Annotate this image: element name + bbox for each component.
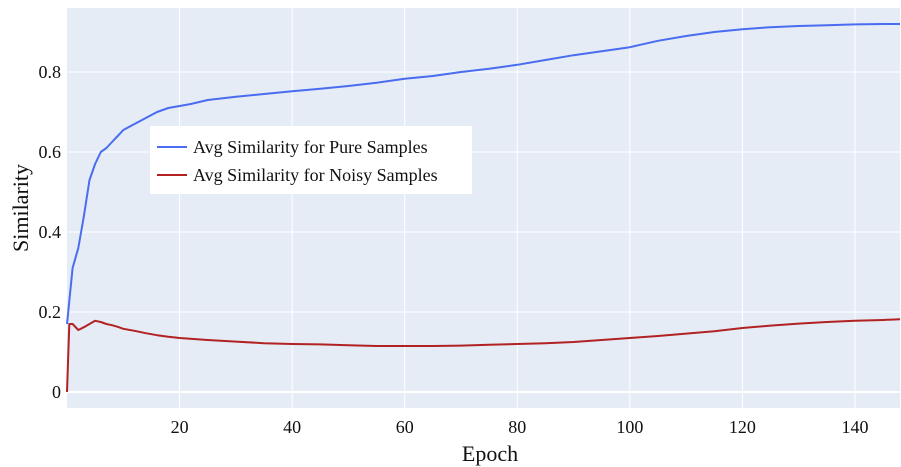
x-tick-label: 60 xyxy=(396,417,414,437)
x-axis-title: Epoch xyxy=(462,441,518,466)
series-lines xyxy=(66,23,901,393)
legend-label-pure: Avg Similarity for Pure Samples xyxy=(193,137,428,157)
x-tick-label: 80 xyxy=(508,417,526,437)
tick-labels: 20 40 60 80 100 120 140 0 0.2 0.4 0.6 0.8 xyxy=(39,62,869,437)
x-tick-label: 120 xyxy=(729,417,756,437)
y-tick-label: 0.4 xyxy=(39,222,62,242)
legend: Avg Similarity for Pure Samples Avg Simi… xyxy=(150,126,472,194)
y-tick-label: 0.2 xyxy=(39,302,62,322)
legend-label-noisy: Avg Similarity for Noisy Samples xyxy=(193,165,438,185)
x-tick-label: 40 xyxy=(283,417,301,437)
series-line-pure xyxy=(66,23,900,325)
series-line-noisy xyxy=(66,318,901,393)
y-tick-label: 0.6 xyxy=(39,142,62,162)
x-tick-label: 20 xyxy=(171,417,189,437)
y-tick-label: 0 xyxy=(52,382,61,402)
legend-box xyxy=(150,126,472,194)
x-tick-label: 140 xyxy=(841,417,868,437)
x-tick-label: 100 xyxy=(616,417,643,437)
plot-background xyxy=(67,8,900,408)
y-axis-title: Similarity xyxy=(8,164,33,252)
y-tick-label: 0.8 xyxy=(39,62,62,82)
